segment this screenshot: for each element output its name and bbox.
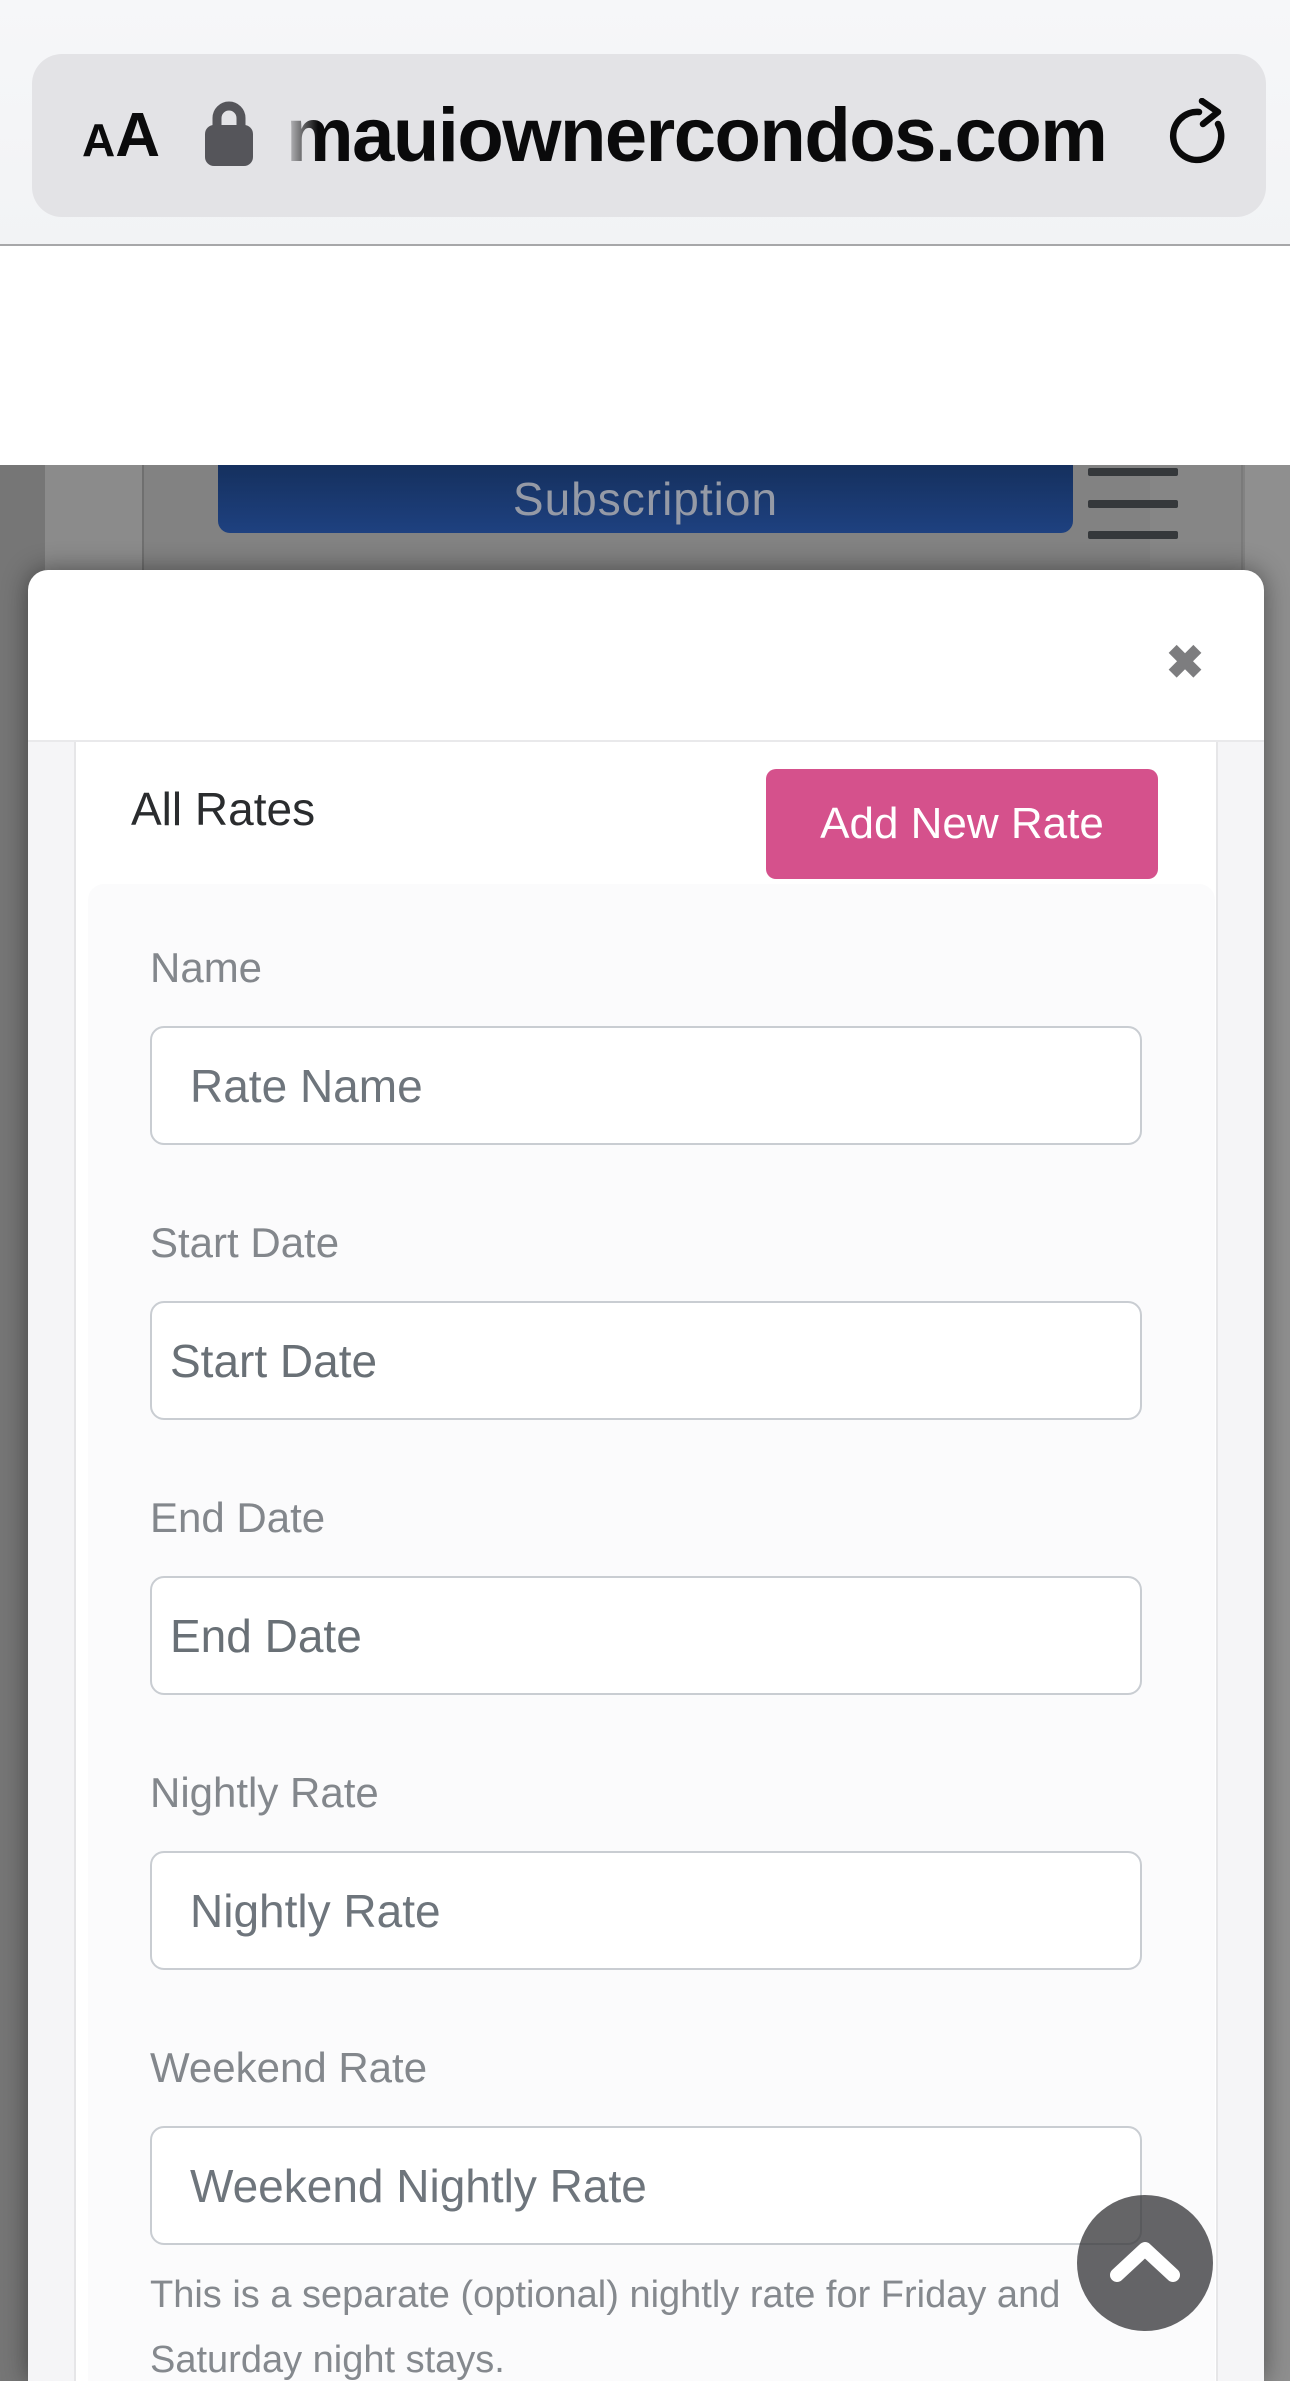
weekend-rate-help-text: This is a separate (optional) nightly ra… (150, 2274, 1061, 2381)
close-icon: ✖ (1165, 636, 1205, 688)
url-text-fade (284, 92, 319, 179)
close-button[interactable]: ✖ (1150, 627, 1220, 697)
modal-body: All Rates Add New Rate Name Start Date E… (28, 742, 1264, 2381)
reload-button[interactable] (1166, 97, 1226, 173)
scroll-to-top-button[interactable] (1077, 2195, 1213, 2331)
form-field-start-date: Start Date (150, 1219, 1142, 1420)
start-date-input[interactable] (150, 1301, 1142, 1420)
lock-icon (204, 99, 254, 172)
rates-form: Name Start Date End Date Nightly Rate We (88, 884, 1215, 2381)
end-date-input[interactable] (150, 1576, 1142, 1695)
modal-divider (28, 740, 1264, 742)
add-new-rate-button[interactable]: Add New Rate (766, 769, 1158, 879)
modal-header: ✖ (28, 570, 1264, 740)
weekend-rate-input[interactable] (150, 2126, 1142, 2245)
nightly-rate-input[interactable] (150, 1851, 1142, 1970)
subscription-button-label: Subscription (512, 473, 779, 525)
form-field-nightly-rate: Nightly Rate (150, 1769, 1142, 1970)
field-label: Weekend Rate (150, 2044, 428, 2091)
site-header: MAUIOWNERCONDOS.com (0, 248, 1290, 652)
add-new-rate-label: Add New Rate (820, 799, 1104, 848)
field-label: Start Date (150, 1219, 340, 1266)
hamburger-menu-icon[interactable] (1088, 468, 1178, 548)
rate-name-input[interactable] (150, 1026, 1142, 1145)
field-label: Name (150, 944, 263, 991)
field-label: End Date (150, 1494, 326, 1541)
url-text: mauiownercondos.com (286, 93, 1108, 178)
chevron-up-icon (1110, 2242, 1180, 2282)
rates-modal: ✖ All Rates Add New Rate Name Start Date (28, 570, 1264, 2381)
field-label: Nightly Rate (150, 1769, 379, 1816)
page-title: All Rates (131, 783, 316, 835)
subscription-button[interactable]: Subscription (218, 465, 1073, 533)
form-field-name: Name (150, 944, 1142, 1145)
reload-icon (1169, 97, 1225, 164)
form-field-weekend-rate: Weekend Rate This is a separate (optiona… (150, 2044, 1142, 2381)
form-field-end-date: End Date (150, 1494, 1142, 1695)
